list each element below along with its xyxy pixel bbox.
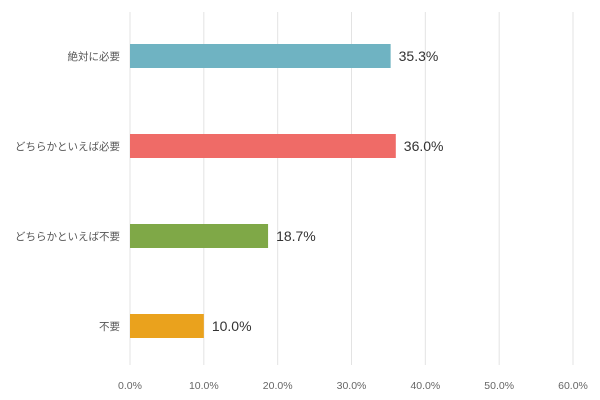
bar xyxy=(130,314,204,338)
category-label: 不要 xyxy=(99,321,120,333)
data-label: 18.7% xyxy=(276,228,316,244)
x-tick-label: 30.0% xyxy=(337,380,367,392)
value-labels: 35.3% 36.0% 18.7% 10.0% xyxy=(212,48,444,334)
x-tick-label: 10.0% xyxy=(189,380,219,392)
data-label: 10.0% xyxy=(212,318,252,334)
bar xyxy=(130,44,391,68)
category-label: どちらかといえば必要 xyxy=(15,140,120,153)
data-label: 36.0% xyxy=(404,138,444,154)
x-tick-label: 60.0% xyxy=(558,380,588,392)
x-tick-label: 0.0% xyxy=(118,380,142,392)
bar xyxy=(130,224,269,248)
category-label: どちらかといえば不要 xyxy=(15,231,120,243)
bars xyxy=(130,44,396,338)
x-tick-label: 40.0% xyxy=(410,380,440,392)
bar xyxy=(130,134,396,158)
grid-lines xyxy=(129,12,574,365)
x-axis-tick-labels: 0.0% 10.0% 20.0% 30.0% 40.0% 50.0% 60.0% xyxy=(118,380,588,392)
category-label: 絶対に必要 xyxy=(68,50,121,63)
data-label: 35.3% xyxy=(399,48,439,64)
x-tick-label: 20.0% xyxy=(263,380,293,392)
x-tick-label: 50.0% xyxy=(484,380,514,392)
